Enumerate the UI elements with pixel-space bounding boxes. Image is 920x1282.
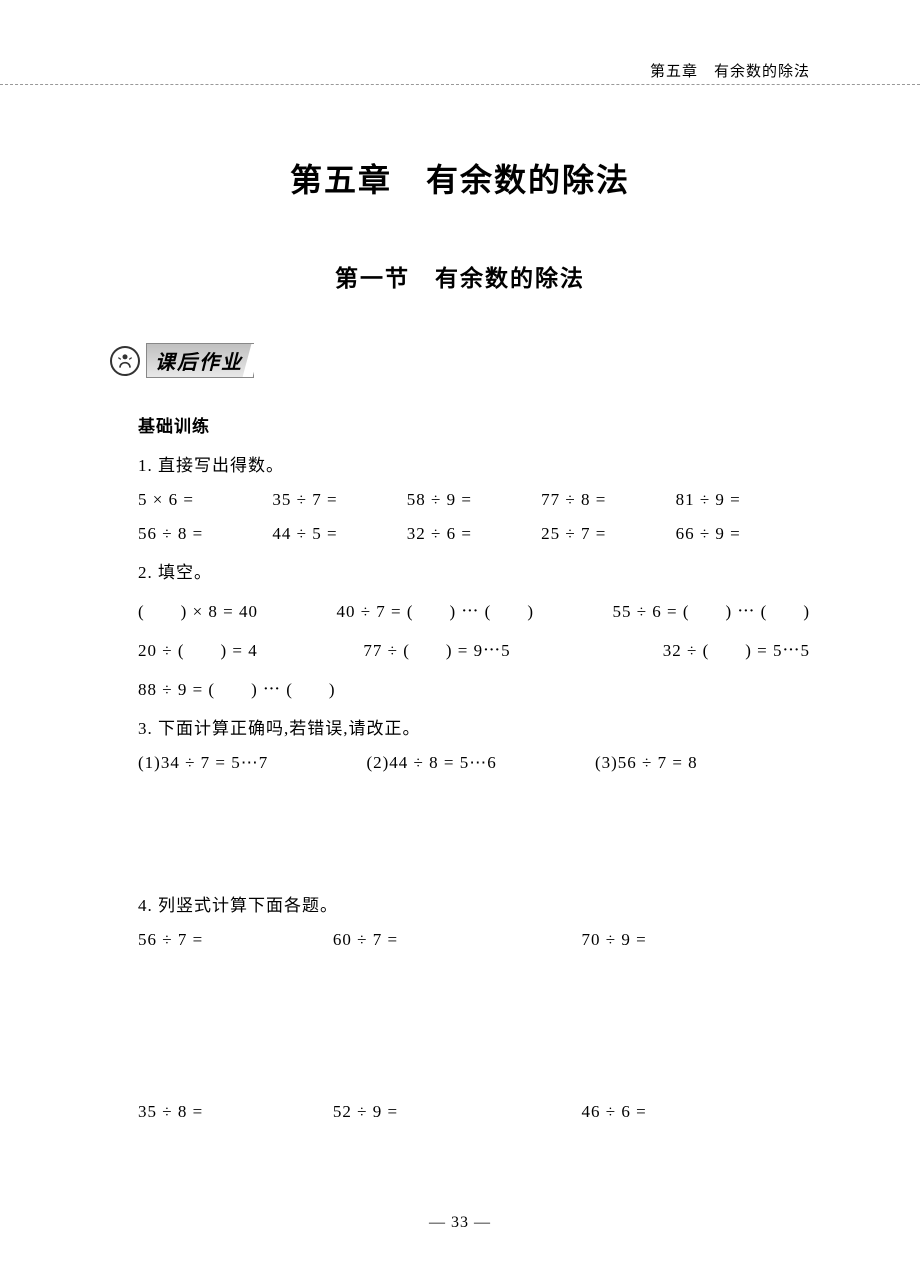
- math-expr: (2)44 ÷ 8 = 5⋯6: [366, 753, 594, 773]
- math-expr: 66 ÷ 9 =: [676, 524, 810, 544]
- math-expr: 32 ÷ ( ) = 5⋯5: [663, 636, 810, 661]
- chapter-title: 第五章 有余数的除法: [110, 155, 810, 201]
- q2-prompt: 2. 填空。: [138, 558, 810, 583]
- q2-row3: 88 ÷ 9 = ( ) ⋯ ( ): [138, 675, 810, 700]
- header-breadcrumb: 第五章 有余数的除法: [650, 60, 810, 81]
- math-expr: 81 ÷ 9 =: [676, 490, 810, 510]
- math-expr: (3)56 ÷ 7 = 8: [595, 753, 698, 773]
- homework-badge: 课后作业: [110, 343, 810, 378]
- section-title: 第一节 有余数的除法: [110, 259, 810, 293]
- math-expr: 46 ÷ 6 =: [582, 1102, 647, 1122]
- page-number: — 33 —: [0, 1214, 920, 1232]
- q4-prompt: 4. 列竖式计算下面各题。: [138, 891, 810, 916]
- math-expr: 55 ÷ 6 = ( ) ⋯ ( ): [612, 597, 810, 622]
- header-divider: [0, 84, 920, 85]
- math-expr: 35 ÷ 7 =: [272, 490, 406, 510]
- workspace-gap: [138, 964, 810, 1102]
- subsection-label: 基础训练: [138, 412, 810, 437]
- math-expr: 56 ÷ 7 =: [138, 930, 333, 950]
- q2-row1: ( ) × 8 = 40 40 ÷ 7 = ( ) ⋯ ( ) 55 ÷ 6 =…: [138, 597, 810, 622]
- q3-prompt: 3. 下面计算正确吗,若错误,请改正。: [138, 714, 810, 739]
- q1-row2: 56 ÷ 8 = 44 ÷ 5 = 32 ÷ 6 = 25 ÷ 7 = 66 ÷…: [138, 524, 810, 544]
- math-expr: 77 ÷ 8 =: [541, 490, 675, 510]
- math-expr: 52 ÷ 9 =: [333, 1102, 582, 1122]
- q3-row: (1)34 ÷ 7 = 5⋯7 (2)44 ÷ 8 = 5⋯6 (3)56 ÷ …: [138, 753, 810, 773]
- math-expr: 25 ÷ 7 =: [541, 524, 675, 544]
- math-expr: 56 ÷ 8 =: [138, 524, 272, 544]
- body-text: 基础训练 1. 直接写出得数。 5 × 6 = 35 ÷ 7 = 58 ÷ 9 …: [110, 412, 810, 1122]
- math-expr: ( ) × 8 = 40: [138, 597, 258, 622]
- homework-icon: [110, 346, 140, 376]
- workspace-gap: [138, 787, 810, 891]
- math-expr: 32 ÷ 6 =: [407, 524, 541, 544]
- math-expr: 35 ÷ 8 =: [138, 1102, 333, 1122]
- math-expr: 77 ÷ ( ) = 9⋯5: [363, 636, 625, 661]
- math-expr: 60 ÷ 7 =: [333, 930, 582, 950]
- math-expr: 5 × 6 =: [138, 490, 272, 510]
- math-expr: 70 ÷ 9 =: [582, 930, 647, 950]
- q4-row2: 35 ÷ 8 = 52 ÷ 9 = 46 ÷ 6 =: [138, 1102, 810, 1122]
- q1-row1: 5 × 6 = 35 ÷ 7 = 58 ÷ 9 = 77 ÷ 8 = 81 ÷ …: [138, 490, 810, 510]
- math-expr: 40 ÷ 7 = ( ) ⋯ ( ): [336, 597, 534, 622]
- page-content: 第五章 有余数的除法 第一节 有余数的除法 课后作业 基础训练 1. 直接写出得…: [110, 155, 810, 1136]
- homework-badge-label: 课后作业: [146, 343, 254, 378]
- math-expr: 58 ÷ 9 =: [407, 490, 541, 510]
- q4-row1: 56 ÷ 7 = 60 ÷ 7 = 70 ÷ 9 =: [138, 930, 810, 950]
- q1-prompt: 1. 直接写出得数。: [138, 451, 810, 476]
- math-expr: 20 ÷ ( ) = 4: [138, 636, 326, 661]
- math-expr: (1)34 ÷ 7 = 5⋯7: [138, 753, 366, 773]
- math-expr: 44 ÷ 5 =: [272, 524, 406, 544]
- q2-row2: 20 ÷ ( ) = 4 77 ÷ ( ) = 9⋯5 32 ÷ ( ) = 5…: [138, 636, 810, 661]
